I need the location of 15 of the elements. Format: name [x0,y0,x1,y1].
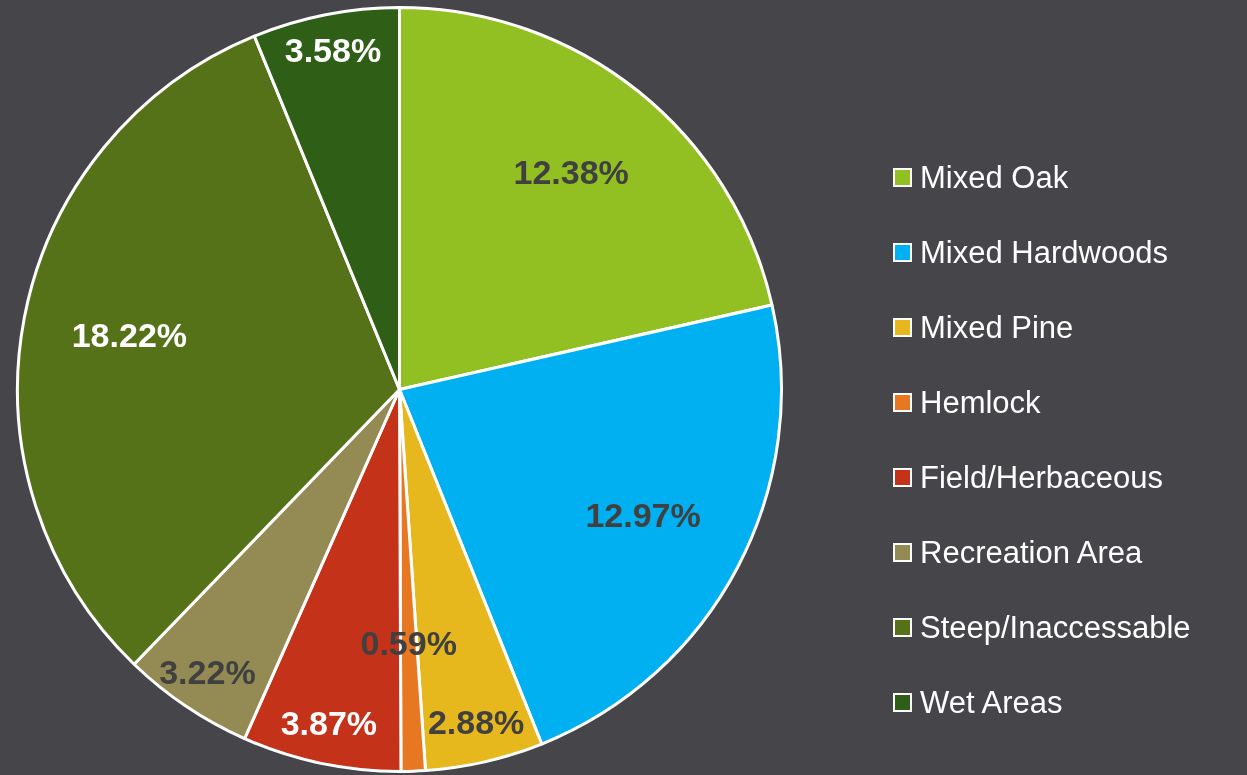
legend-label: Wet Areas [920,684,1063,721]
legend-label: Mixed Hardwoods [920,234,1169,271]
legend-label: Mixed Pine [920,309,1074,346]
legend-label: Hemlock [920,384,1041,421]
data-label: 3.22% [159,653,256,692]
data-label: 3.58% [284,30,382,69]
legend-label: Steep/Inaccessable [920,609,1191,646]
data-label: 18.22% [71,316,188,355]
data-label: 12.38% [513,152,629,191]
legend-label: Field/Herbaceous [920,459,1163,496]
data-label: 3.87% [280,704,378,743]
data-label: 12.97% [585,495,701,534]
data-label: 2.88% [427,703,525,742]
legend-label: Mixed Oak [920,159,1069,196]
legend-label: Recreation Area [920,534,1143,571]
